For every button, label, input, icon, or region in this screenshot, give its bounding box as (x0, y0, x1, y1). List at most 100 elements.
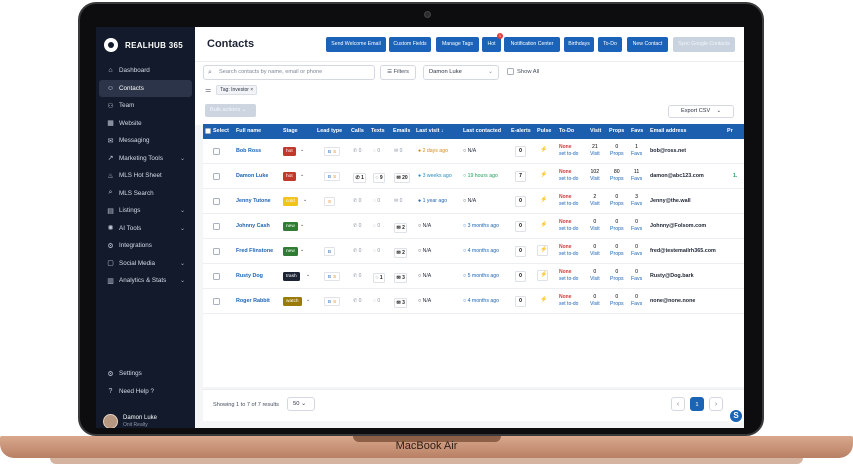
sidebar-item-dashboard[interactable]: ⌂ Dashboard (99, 62, 192, 80)
column-header-favs[interactable]: Favs (631, 124, 643, 139)
stage-badge[interactable]: new (283, 222, 298, 231)
show-all-toggle[interactable]: Show All (507, 68, 539, 75)
set-todo-link[interactable]: set to-do (559, 176, 579, 182)
column-header-lead-type[interactable]: Lead type (317, 124, 342, 139)
texts[interactable]: ◌ 0 (373, 148, 380, 154)
header-button-to-do[interactable]: To-Do (598, 37, 622, 52)
row-checkbox[interactable] (213, 173, 220, 180)
props[interactable]: 0 Props (610, 219, 624, 233)
sidebar-item-analytics-stats[interactable]: ▥ Analytics & Stats ⌄ (99, 272, 192, 290)
chevron-down-icon[interactable]: ⌄ (300, 222, 305, 228)
texts[interactable]: ◌ 0 (373, 298, 380, 304)
favs[interactable]: 0 Favs (631, 294, 642, 308)
emails[interactable]: ✉ 20 (394, 173, 411, 183)
favs[interactable]: 3 Favs (631, 194, 642, 208)
chevron-down-icon[interactable]: ⌄ (306, 272, 311, 278)
set-todo-link[interactable]: set to-do (559, 226, 579, 232)
header-button-hot[interactable]: Hot 1 (482, 33, 503, 52)
texts[interactable]: ◌ 1 (373, 273, 386, 283)
favs[interactable]: 0 Favs (631, 219, 642, 233)
contact-name-link[interactable]: Roger Rabbit (236, 298, 270, 304)
todo-cell[interactable]: None set to-do (559, 194, 578, 208)
set-todo-link[interactable]: set to-do (559, 151, 579, 157)
next-page-button[interactable]: › (709, 397, 723, 411)
column-header-stage[interactable]: Stage (283, 124, 298, 139)
calls[interactable]: ✆ 0 (353, 148, 361, 154)
emails[interactable]: ✉ 0 (394, 198, 402, 204)
todo-cell[interactable]: None set to-do (559, 294, 578, 308)
column-header-full-name[interactable]: Full name (236, 124, 261, 139)
emails[interactable]: ✉ 3 (394, 298, 408, 308)
email-address[interactable]: Johnny@Folsom.com (650, 223, 707, 229)
todo-cell[interactable]: None set to-do (559, 219, 578, 233)
visits[interactable]: 21 Visit (590, 144, 600, 158)
todo-cell[interactable]: None set to-do (559, 169, 578, 183)
pulse-icon[interactable]: ⚡ (540, 297, 548, 303)
email-address[interactable]: none@none.none (650, 298, 696, 304)
search-input[interactable]: ⌕ Search contacts by name, email or phon… (203, 65, 375, 80)
calls[interactable]: ✆ 1 (353, 173, 367, 183)
header-button-new-contact[interactable]: New Contact (627, 37, 668, 52)
sidebar-item-website[interactable]: ▦ Website (99, 115, 192, 133)
pulse-icon[interactable]: ⚡ (540, 197, 548, 203)
bulk-actions-button[interactable]: Bulk actions ⌄ (205, 104, 256, 117)
row-checkbox[interactable] (213, 248, 220, 255)
chevron-down-icon[interactable]: ⌄ (300, 147, 305, 153)
e-alerts-count[interactable]: 0 (515, 296, 526, 307)
visits[interactable]: 2 Visit (590, 194, 600, 208)
set-todo-link[interactable]: set to-do (559, 301, 579, 307)
chevron-down-icon[interactable]: ⌄ (300, 172, 305, 178)
select-all-checkbox[interactable] (205, 128, 211, 134)
table-row[interactable]: Jenny Tutone cold ⌄ S ✆ 0 ◌ 0 ✉ 0 ● 1 year ago ○… (203, 189, 744, 214)
prev-page-button[interactable]: ‹ (671, 397, 685, 411)
texts[interactable]: ◌ 0 (373, 198, 380, 204)
props[interactable]: 0 Props (610, 294, 624, 308)
column-header-props[interactable]: Props (609, 124, 624, 139)
header-button-manage-tags[interactable]: Manage Tags (436, 37, 479, 52)
sidebar-item-settings[interactable]: ⚙ Settings (99, 365, 192, 383)
row-checkbox[interactable] (213, 223, 220, 230)
sidebar-item-integrations[interactable]: ⚙ Integrations (99, 237, 192, 255)
pulse-icon[interactable]: ⚡ (540, 222, 548, 228)
email-address[interactable]: damon@abc123.com (650, 173, 704, 179)
email-address[interactable]: fred@testemailrh365.com (650, 248, 716, 254)
todo-cell[interactable]: None set to-do (559, 244, 578, 258)
row-checkbox[interactable] (213, 148, 220, 155)
chevron-down-icon[interactable]: ⌄ (300, 247, 305, 253)
stage-badge[interactable]: cold (283, 197, 298, 206)
sidebar-item-mls-search[interactable]: ⌕ MLS Search (99, 185, 192, 203)
row-checkbox[interactable] (213, 198, 220, 205)
stage-badge[interactable]: watch (283, 297, 302, 306)
stage-badge[interactable]: hot (283, 172, 296, 181)
stage-badge[interactable]: trash (283, 272, 300, 281)
table-row[interactable]: Fred Flinstone new ⌄ B ✆ 0 ◌ 0 ✉ 2 ○ N/A ○ 4 mon… (203, 239, 744, 264)
column-header-email-address[interactable]: Email address (650, 124, 687, 139)
table-row[interactable]: Johnny Cash new ⌄ ✆ 0 ◌ 0 ✉ 2 ○ N/A ○ 3 months … (203, 214, 744, 239)
email-address[interactable]: Rusty@Dog.bark (650, 273, 694, 279)
e-alerts-count[interactable]: 0 (515, 196, 526, 207)
filters-button[interactable]: ☰ Filters (380, 65, 416, 80)
column-header-e-alerts[interactable]: E-alerts (511, 124, 531, 139)
todo-cell[interactable]: None set to-do (559, 144, 578, 158)
tag-chip[interactable]: Tag: Investor × (216, 85, 258, 95)
column-header-texts[interactable]: Texts (371, 124, 385, 139)
pulse-icon[interactable]: ⚡ (540, 147, 548, 153)
stage-badge[interactable]: hot (283, 147, 296, 156)
e-alerts-count[interactable]: 7 (515, 171, 526, 182)
column-header-to-do[interactable]: To-Do (559, 124, 574, 139)
chevron-down-icon[interactable]: ⌄ (306, 297, 311, 303)
e-alerts-count[interactable]: 0 (515, 271, 526, 282)
sidebar-item-help[interactable]: ? Need Help ? (99, 383, 192, 401)
props[interactable]: 0 Props (610, 269, 624, 283)
emails[interactable]: ✉ 3 (394, 273, 408, 283)
sidebar-item-marketing-tools[interactable]: ↗ Marketing Tools ⌄ (99, 150, 192, 168)
sidebar-item-contacts[interactable]: ☺ Contacts (99, 79, 192, 97)
pulse-icon[interactable]: ⚡ (540, 172, 548, 178)
column-header-visit[interactable]: Visit (590, 124, 601, 139)
user-profile[interactable]: Damon Luke Onit Realty (96, 408, 195, 428)
set-todo-link[interactable]: set to-do (559, 201, 579, 207)
email-address[interactable]: Jenny@the.wall (650, 198, 691, 204)
visits[interactable]: 0 Visit (590, 269, 600, 283)
pulse-icon[interactable]: ⚡ (540, 247, 548, 253)
sidebar-item-social-media[interactable]: ▢ Social Media ⌄ (99, 255, 192, 273)
